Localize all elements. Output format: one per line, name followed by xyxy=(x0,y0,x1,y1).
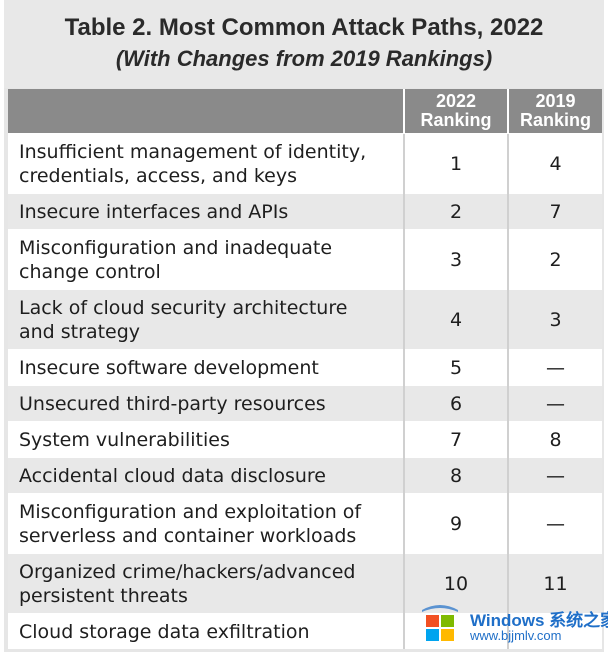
logo-quadrant-blue xyxy=(426,629,439,641)
table-row: Misconfiguration and inadequate change co… xyxy=(8,229,602,290)
attack-path-label-line: Insecure interfaces and APIs xyxy=(19,200,289,223)
attack-path-label-line: Lack of cloud security architecture xyxy=(19,296,348,319)
ranking-2022-cell: 2 xyxy=(403,193,508,230)
table-subtitle: (With Changes from 2019 Rankings) xyxy=(115,46,493,71)
table-header-row: 2022 Ranking 2019 Ranking xyxy=(8,89,602,134)
attack-path-label-line: serverless and container workloads xyxy=(19,524,357,547)
table-body: Insufficient management of identity, cred… xyxy=(8,133,602,649)
table-row: Insecure interfaces and APIs 2 7 xyxy=(8,193,602,230)
logo-quadrant-red xyxy=(426,615,439,627)
header-2019-line1: 2019 xyxy=(535,91,576,111)
watermark-url: www.bjjmlv.com xyxy=(470,628,562,643)
attack-path-label-line: Organized crime/hackers/advanced xyxy=(19,560,356,583)
title-block: Table 2. Most Common Attack Paths, 2022 … xyxy=(4,0,604,88)
ranking-2022-cell: 7 xyxy=(403,421,508,458)
ranking-2019-cell: 8 xyxy=(507,421,602,458)
logo-quadrant-yellow xyxy=(441,629,454,641)
table-row: Insufficient management of identity, cred… xyxy=(8,133,602,194)
table-row: Cloud storage data exfiltration xyxy=(8,613,602,649)
attack-path-label: Insecure interfaces and APIs xyxy=(8,193,404,230)
attack-path-label: Insecure software development xyxy=(8,349,404,386)
table-row: Unsecured third-party resources 6— xyxy=(8,385,602,422)
ranking-2019-cell: 3 xyxy=(507,289,602,350)
windows-logo-icon xyxy=(422,605,458,641)
attack-path-label: Accidental cloud data disclosure xyxy=(8,457,404,494)
attack-path-label: Organized crime/hackers/advanced persiste… xyxy=(8,553,404,614)
ranking-2019-cell: 2 xyxy=(507,229,602,290)
ranking-2019-cell: — xyxy=(507,349,602,386)
ranking-2022-cell: 5 xyxy=(403,349,508,386)
attack-path-label-line: credentials, access, and keys xyxy=(19,164,297,187)
logo-quadrant-green xyxy=(441,615,454,627)
ranking-2022-cell: 6 xyxy=(403,385,508,422)
header-blank-cell xyxy=(8,89,404,134)
header-2022-ranking: 2022 Ranking xyxy=(403,89,508,134)
header-2022-line1: 2022 xyxy=(435,91,477,111)
ranking-2019-cell: 7 xyxy=(507,193,602,230)
attack-path-label: Cloud storage data exfiltration xyxy=(8,613,404,649)
table-row: Misconfiguration and exploitation of serv… xyxy=(8,493,602,554)
attack-path-label-line: System vulnerabilities xyxy=(19,428,230,451)
ranking-2022-cell: 1 xyxy=(403,133,508,194)
watermark-brand: Windows 系统之家 xyxy=(470,611,608,630)
attack-path-label-line: Misconfiguration and inadequate xyxy=(19,236,333,259)
attack-path-label-line: Insufficient management of identity, xyxy=(19,140,367,163)
attack-path-label-line: change control xyxy=(19,260,161,283)
attack-path-label-line: Insecure software development xyxy=(19,356,319,379)
ranking-2019-cell: — xyxy=(507,493,602,554)
attack-path-label-line: and strategy xyxy=(19,320,141,343)
attack-paths-table: 2022 Ranking 2019 Ranking Insufficient m… xyxy=(8,89,602,649)
attack-path-label: Lack of cloud security architecture and s… xyxy=(8,289,404,350)
header-2019-line2: Ranking xyxy=(519,110,591,130)
header-2022-line2: Ranking xyxy=(420,110,492,130)
table-title: Table 2. Most Common Attack Paths, 2022 xyxy=(64,14,544,41)
table-row: Lack of cloud security architecture and s… xyxy=(8,289,602,350)
ranking-2022-cell: 10 xyxy=(403,553,508,614)
ranking-2022-cell: 9 xyxy=(403,493,508,554)
table-row: Accidental cloud data disclosure 8— xyxy=(8,457,602,494)
header-2019-ranking: 2019 Ranking xyxy=(507,89,602,134)
ranking-2022-cell: 3 xyxy=(403,229,508,290)
ranking-2019-cell xyxy=(507,613,602,649)
ranking-2019-cell: — xyxy=(507,385,602,422)
attack-path-label-line: Unsecured third-party resources xyxy=(19,392,326,415)
attack-path-label: Misconfiguration and inadequate change co… xyxy=(8,229,404,290)
attack-path-label: Insufficient management of identity, cred… xyxy=(8,133,404,194)
watermark: Windows 系统之家 www.bjjmlv.com xyxy=(418,600,608,648)
attack-path-label: Unsecured third-party resources xyxy=(8,385,404,422)
ranking-2022-cell: 8 xyxy=(403,457,508,494)
ranking-2019-cell: — xyxy=(507,457,602,494)
attack-path-label-line: Misconfiguration and exploitation of xyxy=(19,500,362,523)
ranking-2019-cell: 11 xyxy=(507,553,602,614)
attack-path-label: System vulnerabilities xyxy=(8,421,404,458)
ranking-2022-cell: 4 xyxy=(403,289,508,350)
ranking-2019-cell: 4 xyxy=(507,133,602,194)
attack-path-label-line: Accidental cloud data disclosure xyxy=(19,464,326,487)
table-row: System vulnerabilities 7 8 xyxy=(8,421,602,458)
table-row: Organized crime/hackers/advanced persiste… xyxy=(8,553,602,614)
table-row: Insecure software development 5— xyxy=(8,349,602,386)
ranking-2022-cell xyxy=(403,613,508,649)
attack-path-label: Misconfiguration and exploitation of serv… xyxy=(8,493,404,554)
attack-path-label-line: Cloud storage data exfiltration xyxy=(19,620,310,643)
attack-path-label-line: persistent threats xyxy=(19,584,188,607)
